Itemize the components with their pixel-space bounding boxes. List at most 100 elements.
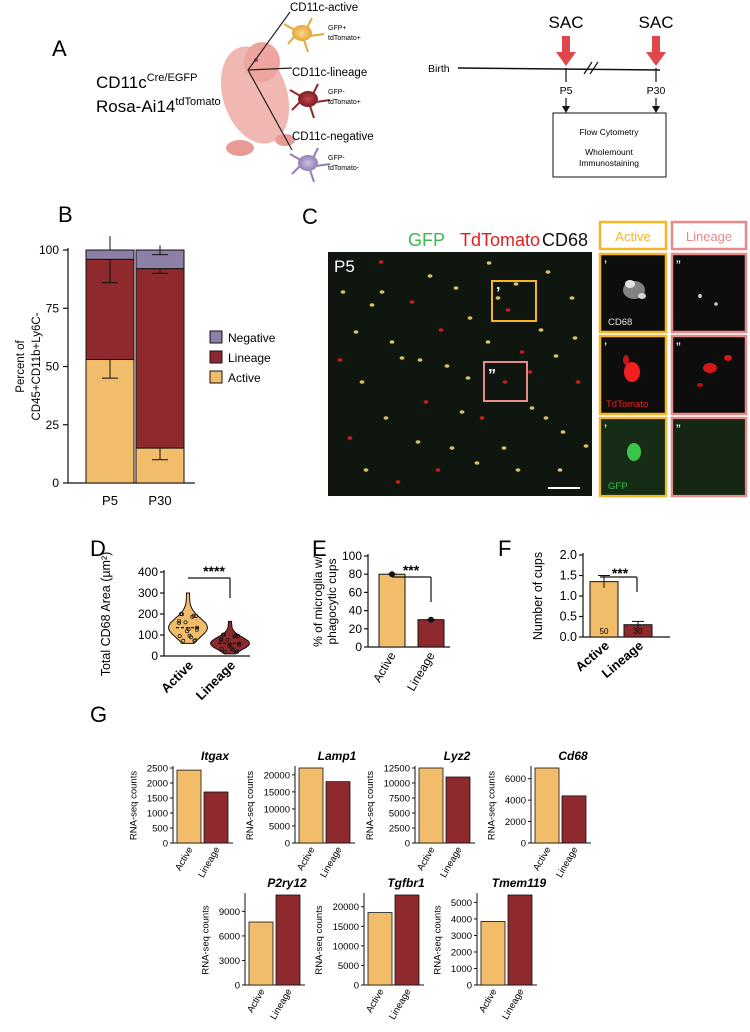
micrograph-cell (379, 290, 385, 294)
f-n-label: 30 (634, 627, 643, 636)
g-y-tick-label: 2000 (147, 779, 168, 790)
micrograph-cell (474, 461, 480, 465)
sac-label-p30: SAC (639, 13, 674, 32)
panel-c: C GFP TdTomato CD68 Active Lineage P5 ’ … (302, 204, 748, 498)
g-y-label: RNA-seq counts (487, 771, 498, 840)
d-data-point (233, 633, 238, 638)
d-data-point (219, 638, 223, 643)
channel-title-gfp: GFP (408, 230, 445, 250)
f-bar-active (589, 581, 619, 638)
chart-e-bar: 0 20 40 60 80 100 % of microglia w/phagocytic … (311, 549, 450, 693)
f-y-tick-label: 0.0 (560, 630, 577, 644)
micrograph-cell (501, 446, 507, 450)
micrograph-cell (359, 380, 365, 384)
d-data-point (187, 633, 192, 638)
g-bar-active (248, 921, 274, 986)
e-y-tick-label: 100 (342, 549, 362, 563)
birth-label: Birth (428, 63, 450, 75)
d-data-point (195, 625, 199, 630)
micrograph-cells (337, 260, 589, 484)
d-y-tick-label: 200 (138, 607, 158, 621)
b-legend-label: Active (228, 371, 261, 385)
panel-label-d: D (90, 536, 106, 561)
micrograph-cell (569, 296, 575, 300)
g-y-tick-label: 3000 (451, 931, 472, 942)
g-bar-lineage (394, 894, 420, 986)
micrograph-cell (572, 336, 578, 340)
d-data-point (237, 641, 241, 646)
g-y-label: RNA-seq counts (245, 771, 256, 840)
g-y-tick-label: 10000 (384, 779, 410, 790)
micrograph-cell (383, 416, 389, 420)
micrograph-cell (453, 286, 459, 290)
active-inset-header (598, 220, 668, 251)
d-data-point (225, 637, 230, 642)
active-cell-icon (283, 17, 325, 53)
micrograph-cell (502, 380, 508, 384)
inset-active-cd68 (598, 252, 668, 334)
lineage-cell-icon (289, 83, 331, 119)
lineage-inset-label: Lineage (686, 229, 732, 244)
micrograph-cell (485, 340, 491, 344)
g-y-tick-label: 0 (285, 839, 290, 850)
inset-channel-tdtomato: TdTomato (606, 399, 648, 410)
g-chart-cd68: Cd68 0 2000 4000 6000 RNA-seq counts Active Lin… (487, 749, 591, 880)
b-bar-lineage (135, 268, 185, 449)
g-bar-lineage (507, 894, 533, 986)
f-y-tick-label: 0.5 (560, 610, 577, 624)
e-y-tick-label: 20 (349, 622, 363, 636)
sac-arrow-p5 (556, 36, 576, 66)
g-bar-active (480, 921, 506, 986)
g-y-tick-label: 5000 (451, 898, 472, 909)
panel-a: A CD11cCre/EGFP Rosa-Ai14tdTomato CD11c-… (52, 2, 674, 183)
panel-label-f: F (498, 536, 511, 561)
g-title: Lyz2 (444, 749, 471, 763)
micrograph-cell (435, 468, 441, 472)
micrograph-cell (423, 400, 429, 404)
micrograph-cell (545, 270, 551, 274)
g-y-tick-label: 7500 (389, 794, 410, 805)
micrograph-cell (560, 430, 566, 434)
micrograph-cell (543, 416, 549, 420)
g-y-tick-label: 4000 (505, 796, 526, 807)
f-n-label: 50 (600, 627, 609, 636)
g-y-tick-label: 10000 (264, 804, 290, 815)
e-y-tick-label: 0 (355, 640, 362, 654)
inset-dprime-3: ” (676, 421, 681, 437)
micrograph-cell (415, 440, 421, 444)
methods-line-2: Wholemount (585, 147, 633, 157)
g-title: Tmem119 (492, 876, 547, 890)
micrograph-cell (438, 328, 444, 332)
g-bar-active (418, 767, 444, 844)
micrograph-cell (395, 480, 401, 484)
micrograph-cell (449, 446, 455, 450)
micrograph-cell (347, 436, 353, 440)
sac-arrow-p30 (646, 36, 666, 66)
mouse-line-2: Rosa-Ai14tdTomato (96, 96, 221, 116)
b-legend-label: Lineage (228, 351, 271, 365)
micrograph-cell (486, 261, 492, 265)
g-bar-active (176, 769, 202, 844)
b-legend-swatch (209, 370, 223, 384)
g-y-label: RNA-seq counts (201, 905, 212, 974)
d-y-tick-label: 400 (138, 565, 158, 579)
micrograph-cell (495, 296, 501, 300)
g-x-tick-label: Lineage (438, 845, 464, 880)
g-x-tick-label: Lineage (196, 845, 222, 880)
lineage-roi-box (483, 361, 528, 402)
micrograph-cell (529, 406, 535, 410)
micrograph-cell (519, 350, 525, 354)
b-y-tick-label: 25 (46, 418, 60, 432)
d-y-tick-label: 0 (151, 649, 158, 663)
g-y-tick-label: 5000 (269, 821, 290, 832)
g-y-tick-label: 15000 (264, 787, 290, 798)
d-data-point (219, 646, 224, 651)
g-chart-tmem119: Tmem119 0 1000 2000 3000 4000 5000 RNA-seq coun… (433, 876, 547, 1022)
b-legend-swatch (209, 350, 223, 364)
f-y-tick-label: 2.0 (560, 548, 577, 562)
g-title: Itgax (201, 749, 230, 763)
g-y-tick-label: 2500 (147, 764, 168, 775)
g-chart-lyz2: Lyz2 0 2500 5000 7500 10000 12500 RNA-seq count… (365, 749, 475, 880)
